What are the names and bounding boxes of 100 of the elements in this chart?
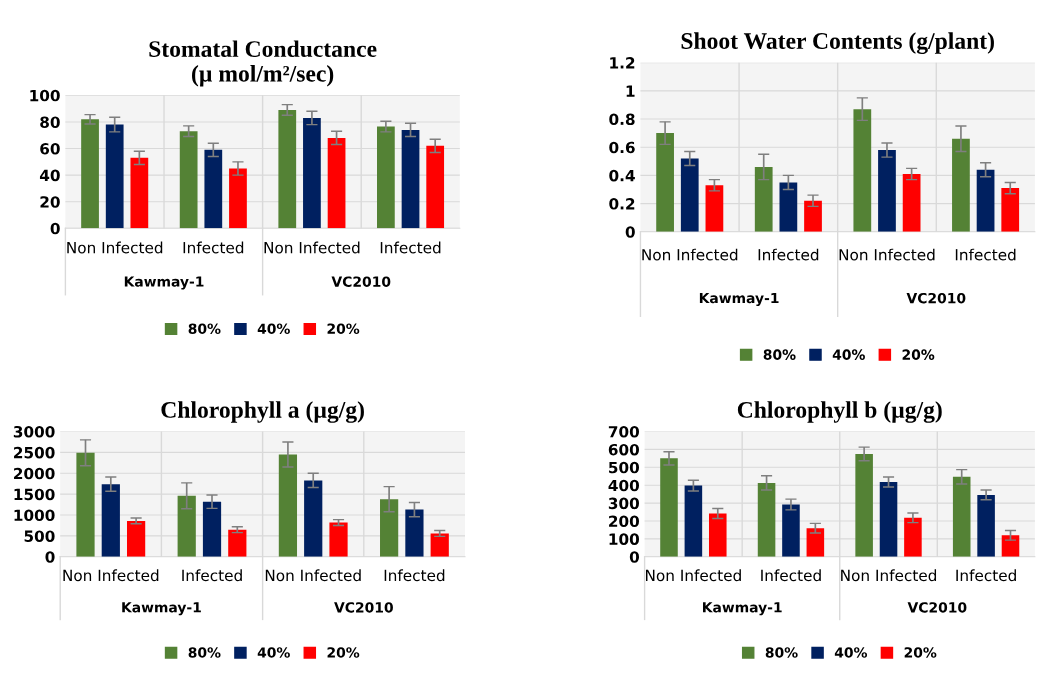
y-tick-label: 0: [50, 222, 60, 235]
bar: [76, 452, 95, 557]
y-tick-label: 1.2: [610, 57, 635, 69]
x-tick-label: Non Infected: [264, 241, 360, 254]
chart-title: Chlorophyll b (µg/g): [737, 401, 942, 423]
y-tick-label: 2500: [14, 446, 55, 459]
y-tick-label: 0.6: [609, 141, 635, 154]
bar: [377, 126, 395, 229]
bar: [904, 517, 922, 557]
bar: [855, 453, 873, 557]
x-tick-label: Infected: [183, 241, 244, 254]
text: Kawmay-1: [703, 602, 782, 616]
bar: [902, 173, 921, 232]
y-tick-label: 1: [626, 85, 635, 97]
bar: [179, 131, 198, 229]
y-tick-label: 100: [609, 533, 640, 545]
bar: [660, 458, 678, 557]
legend-label: 40%: [257, 323, 290, 334]
bar: [1001, 188, 1020, 232]
legend-label: 20%: [902, 349, 935, 360]
bar: [804, 200, 822, 232]
bar: [127, 520, 146, 557]
x-tick-label: Non Infected: [265, 569, 361, 582]
text: Kawmay-1: [124, 276, 204, 290]
bar: [130, 157, 149, 229]
bar: [952, 138, 970, 232]
bar: [204, 149, 223, 229]
y-tick-label: 80: [40, 116, 60, 128]
bar: [430, 533, 449, 557]
x-tick-label: Infected: [182, 569, 242, 582]
x-tick-label: Infected: [758, 248, 819, 261]
chart-title: Chlorophyll a (µg/g): [161, 401, 364, 423]
chart-title: Shoot Water Contents (g/plant): [681, 32, 994, 54]
chart-title: Stomatal Conductance (µ mol/m²/sec): [149, 40, 377, 87]
bar: [754, 166, 773, 232]
bar: [656, 133, 674, 232]
legend-label: 80%: [188, 323, 221, 334]
x-tick-label: Infected: [380, 241, 441, 254]
bar: [705, 185, 724, 232]
bar: [81, 119, 99, 229]
y-tick-label: 200: [609, 515, 640, 528]
y-tick-label: 400: [608, 479, 640, 492]
y-tick-label: 500: [609, 461, 640, 474]
bar: [228, 529, 247, 557]
bar: [401, 129, 420, 229]
legend-label: 80%: [765, 647, 798, 658]
bar: [879, 481, 898, 557]
bar: [202, 501, 222, 557]
x-tick-label: Non Infected: [646, 569, 741, 582]
y-tick-label: 0: [45, 551, 55, 563]
legend-label: 80%: [188, 647, 221, 658]
y-tick-label: 0: [629, 551, 640, 563]
bar: [304, 480, 323, 557]
bar: [878, 150, 896, 232]
x-tick-label: Non Infected: [841, 569, 937, 582]
bar: [303, 117, 321, 229]
bar: [757, 482, 776, 557]
x-tick-label: Non Infected: [63, 569, 159, 582]
x-tick-label: Non Infected: [839, 248, 935, 261]
x-tick-label: Infected: [384, 569, 445, 582]
text: VC2010: [907, 602, 967, 613]
bar: [329, 522, 348, 557]
y-tick-label: 100: [30, 89, 60, 102]
x-tick-label: Non Infected: [67, 241, 163, 254]
bar: [806, 528, 825, 557]
y-tick-label: 60: [40, 142, 60, 155]
legend-label: 40%: [834, 647, 868, 658]
bar: [782, 504, 800, 557]
bar: [278, 109, 297, 229]
y-tick-label: 20: [40, 196, 60, 208]
y-tick-label: 3000: [13, 425, 55, 438]
y-tick-label: 500: [24, 530, 55, 542]
legend-label: 40%: [257, 647, 290, 658]
bar: [853, 109, 872, 232]
bar: [976, 169, 995, 232]
bar: [952, 476, 971, 557]
legend-label: 20%: [327, 323, 360, 334]
y-tick-label: 700: [608, 425, 640, 438]
y-tick-label: 0.4: [609, 169, 635, 182]
bar: [977, 494, 995, 557]
text: Kawmay-1: [699, 292, 779, 307]
legend-label: 20%: [904, 647, 937, 658]
legend-label: 80%: [763, 349, 796, 360]
bar: [105, 124, 124, 229]
bar: [101, 484, 120, 557]
text: VC2010: [334, 602, 393, 613]
bar: [1001, 535, 1020, 557]
y-tick-label: 40: [39, 169, 60, 182]
bar: [426, 145, 445, 229]
text: VC2010: [331, 276, 391, 287]
x-tick-label: Infected: [761, 569, 821, 582]
y-tick-label: 1000: [14, 509, 55, 522]
y-tick-label: 300: [608, 497, 640, 510]
bar: [709, 513, 727, 557]
x-tick-label: Infected: [956, 569, 1016, 582]
y-tick-label: 0.2: [609, 198, 635, 210]
bar: [177, 495, 196, 557]
x-tick-label: Infected: [955, 248, 1016, 261]
text: Kawmay-1: [122, 602, 201, 616]
bar: [684, 485, 703, 557]
